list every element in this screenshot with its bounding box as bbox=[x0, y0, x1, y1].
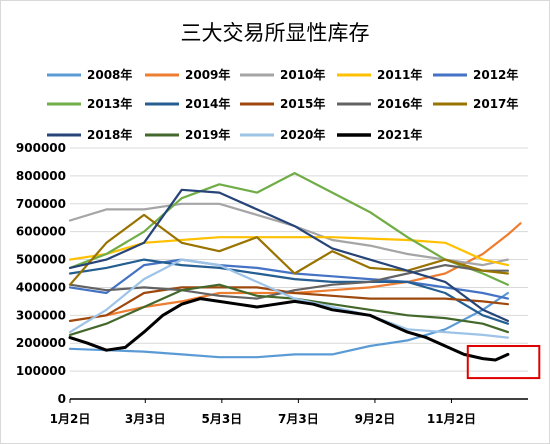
x-tick-label: 3月3日 bbox=[125, 412, 166, 426]
legend-label: 2014年 bbox=[185, 96, 230, 111]
series-line bbox=[68, 188, 509, 322]
y-tick-label: 0 bbox=[58, 392, 66, 406]
x-tick-label: 9月2日 bbox=[355, 412, 396, 426]
legend-label: 2013年 bbox=[87, 96, 132, 111]
legend-item: 2018年 bbox=[47, 127, 132, 142]
x-tick-label: 5月3日 bbox=[201, 412, 242, 426]
legend-label: 2015年 bbox=[280, 96, 325, 111]
legend: 2008年 2009年 2010年 2011年 2012年 2013年 2014年 2015年… bbox=[47, 67, 518, 142]
legend-item: 2014年 bbox=[145, 96, 230, 111]
legend-label: 2020年 bbox=[280, 127, 325, 142]
legend-item: 2009年 bbox=[145, 67, 230, 82]
y-tick-label: 700000 bbox=[16, 197, 66, 211]
legend-item: 2012年 bbox=[433, 67, 518, 82]
legend-item: 2020年 bbox=[240, 127, 325, 142]
legend-label: 2019年 bbox=[185, 127, 230, 142]
legend-item: 2011年 bbox=[337, 67, 422, 82]
legend-label: 2021年 bbox=[377, 127, 422, 142]
series-line bbox=[68, 264, 509, 300]
annotation-layer bbox=[466, 345, 541, 380]
series-line bbox=[68, 286, 509, 322]
y-tick-label: 300000 bbox=[16, 308, 66, 322]
x-tick-label: 11月2日 bbox=[427, 412, 476, 426]
legend-item: 2010年 bbox=[240, 67, 325, 82]
series-line bbox=[68, 258, 509, 325]
y-tick-label: 600000 bbox=[16, 225, 66, 239]
y-tick-label: 400000 bbox=[16, 280, 66, 294]
series-layer bbox=[68, 172, 522, 362]
y-tick-label: 100000 bbox=[16, 364, 66, 378]
x-tick-label: 1月2日 bbox=[50, 412, 91, 426]
legend-label: 2012年 bbox=[473, 67, 518, 82]
legend-item: 2019年 bbox=[145, 127, 230, 142]
legend-label: 2011年 bbox=[377, 67, 422, 82]
legend-label: 2009年 bbox=[185, 67, 230, 82]
legend-item: 2015年 bbox=[240, 96, 325, 111]
legend-label: 2010年 bbox=[280, 67, 325, 82]
y-tick-label: 500000 bbox=[16, 253, 66, 267]
legend-item: 2017年 bbox=[433, 96, 518, 111]
legend-item: 2008年 bbox=[47, 67, 132, 82]
series-line bbox=[68, 213, 509, 286]
y-tick-label: 800000 bbox=[16, 169, 66, 183]
axes: 0 100000 200000 300000 400000 500000 600000 700… bbox=[16, 141, 528, 426]
y-tick-label: 200000 bbox=[16, 336, 66, 350]
series-line bbox=[68, 291, 509, 359]
chart-title: 三大交易所显性库存 bbox=[181, 21, 370, 45]
legend-label: 2016年 bbox=[377, 96, 422, 111]
legend-item: 2021年 bbox=[337, 127, 422, 142]
series-line bbox=[68, 297, 510, 362]
legend-label: 2018年 bbox=[87, 127, 132, 142]
legend-label: 2008年 bbox=[87, 67, 132, 82]
legend-item: 2016年 bbox=[337, 96, 422, 111]
highlight-box bbox=[466, 345, 541, 380]
series-line bbox=[68, 258, 509, 339]
y-tick-label: 900000 bbox=[16, 141, 66, 155]
legend-label: 2017年 bbox=[473, 96, 518, 111]
legend-item: 2013年 bbox=[47, 96, 132, 111]
x-tick-label: 7月3日 bbox=[278, 412, 319, 426]
